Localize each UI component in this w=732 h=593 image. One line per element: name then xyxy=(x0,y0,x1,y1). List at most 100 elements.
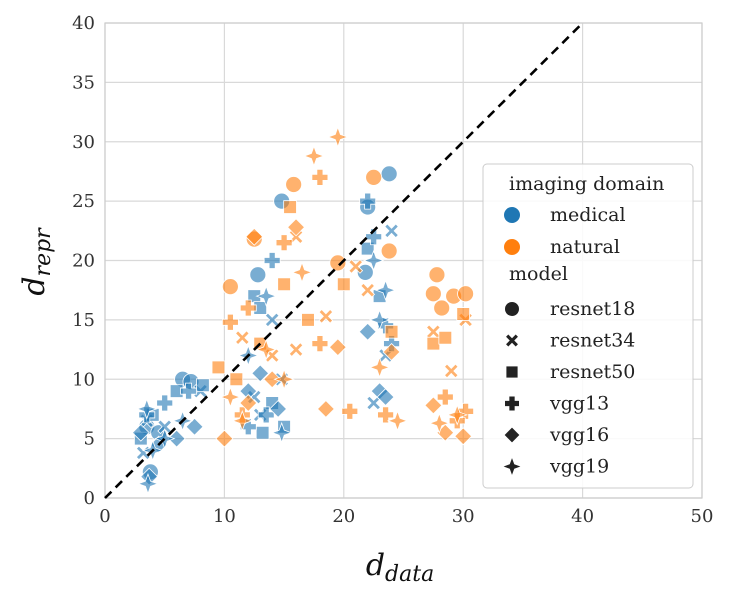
legend-item-vgg13: vgg13 xyxy=(505,393,609,415)
legend-item-resnet50: resnet50 xyxy=(506,361,635,383)
legend-marker xyxy=(504,427,520,443)
reference-line-layer xyxy=(104,22,584,499)
y-tick-label: 40 xyxy=(72,13,95,34)
data-point xyxy=(156,394,174,412)
x-tick-label: 30 xyxy=(452,506,475,527)
data-point xyxy=(380,165,398,183)
y-tick-label: 30 xyxy=(72,132,95,153)
data-point xyxy=(318,308,334,324)
data-point xyxy=(229,372,244,387)
legend-item-resnet34: resnet34 xyxy=(506,330,635,352)
data-points xyxy=(131,126,474,495)
data-point xyxy=(446,404,469,426)
y-tick-label: 35 xyxy=(72,72,95,93)
legend-swatch xyxy=(504,239,520,255)
y-tick-label: 10 xyxy=(72,369,95,390)
data-point xyxy=(424,396,443,415)
y-tick-label: 0 xyxy=(84,488,95,509)
series-natural-resnet50 xyxy=(211,200,470,387)
legend-label: natural xyxy=(550,236,620,258)
data-point xyxy=(428,266,446,284)
legend-label: resnet34 xyxy=(550,330,635,352)
legend-label: medical xyxy=(550,204,626,226)
y-tick-label: 15 xyxy=(72,310,95,331)
data-point xyxy=(382,342,401,361)
data-point xyxy=(287,218,306,237)
data-point xyxy=(234,330,250,346)
data-point xyxy=(376,388,395,407)
x-tick-label: 40 xyxy=(571,506,594,527)
legend-marker xyxy=(506,334,518,347)
data-point xyxy=(433,299,451,317)
series-natural-vgg16 xyxy=(215,218,473,448)
data-point xyxy=(169,384,184,398)
data-point xyxy=(221,278,239,296)
data-point xyxy=(425,324,441,340)
data-point xyxy=(273,368,295,391)
data-point xyxy=(215,429,234,448)
data-point xyxy=(428,412,451,434)
data-point xyxy=(269,399,288,418)
series-natural-resnet34 xyxy=(234,229,473,379)
data-point xyxy=(362,249,385,272)
data-point xyxy=(386,410,409,432)
data-point xyxy=(137,472,159,495)
legend-marker xyxy=(506,366,518,378)
legend: imaging domain medical natural model resn… xyxy=(482,163,694,489)
data-point xyxy=(457,285,474,303)
legend-item-vgg19: vgg19 xyxy=(503,456,609,478)
data-point xyxy=(263,370,282,389)
data-point xyxy=(454,427,473,446)
data-point xyxy=(311,168,329,186)
legend-label: resnet18 xyxy=(550,298,635,320)
data-point xyxy=(380,242,398,260)
legend-item-resnet18: resnet18 xyxy=(505,298,635,320)
x-tick-label: 50 xyxy=(691,506,714,527)
data-point xyxy=(255,425,270,440)
data-point xyxy=(341,402,359,420)
legend-marker xyxy=(503,458,521,475)
data-point xyxy=(374,279,397,301)
data-point xyxy=(249,266,267,284)
x-axis-label: ddata xyxy=(366,548,434,587)
data-point xyxy=(277,277,291,292)
data-point xyxy=(327,126,349,148)
data-point xyxy=(275,234,293,252)
data-point xyxy=(311,335,329,353)
data-point xyxy=(316,399,335,418)
data-point xyxy=(301,313,315,327)
data-point xyxy=(424,285,442,303)
data-point xyxy=(384,223,399,239)
y-axis-label: drepr xyxy=(17,227,56,296)
data-point xyxy=(291,261,313,284)
data-point xyxy=(136,398,158,420)
data-point xyxy=(365,168,383,186)
x-tick-label: 10 xyxy=(213,506,236,527)
data-point xyxy=(239,299,257,317)
x-tick-label: 0 xyxy=(99,506,110,527)
plot-frame xyxy=(104,22,703,499)
data-point xyxy=(245,227,264,246)
data-point xyxy=(384,324,399,339)
data-point xyxy=(358,322,377,341)
data-point xyxy=(153,427,176,450)
data-point xyxy=(329,254,347,272)
data-point xyxy=(263,252,281,269)
series-natural-resnet18 xyxy=(221,168,474,317)
x-tick-label: 20 xyxy=(332,506,355,527)
axes-frame xyxy=(104,22,703,499)
data-point xyxy=(303,145,325,167)
data-point xyxy=(255,338,277,361)
data-point xyxy=(196,378,210,392)
data-point xyxy=(219,386,242,408)
data-point xyxy=(231,410,254,432)
legend-domain-title: imaging domain xyxy=(509,173,664,195)
data-point xyxy=(288,342,304,357)
legend-item-medical: medical xyxy=(504,204,626,226)
series-natural-vgg19 xyxy=(219,126,469,434)
legend-model-title: model xyxy=(509,263,568,285)
data-point xyxy=(438,330,453,345)
data-point xyxy=(359,192,377,210)
data-point xyxy=(360,282,376,298)
data-point xyxy=(221,313,239,331)
